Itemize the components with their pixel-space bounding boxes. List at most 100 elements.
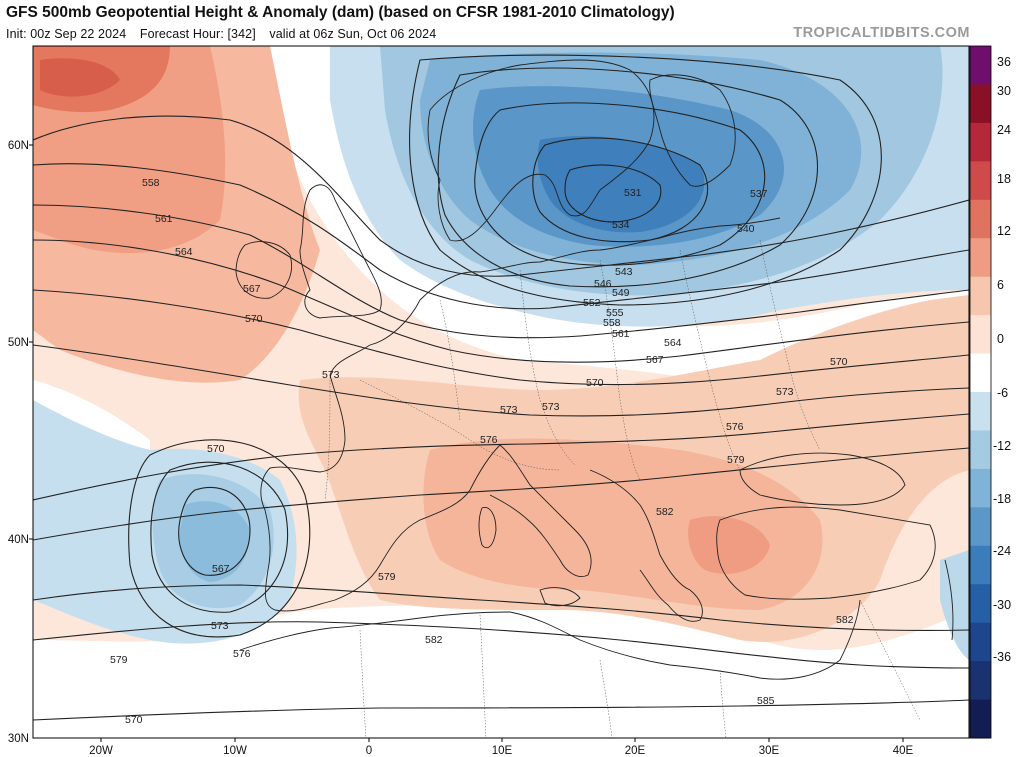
contour-label: 558 xyxy=(603,317,621,329)
longitude-labels: 20W 10W 0 10E 20E 30E 40E xyxy=(89,745,913,757)
map-subtitle: Init: 00z Sep 22 2024 Forecast Hour: [34… xyxy=(6,27,446,41)
contour-label: 573 xyxy=(211,620,229,632)
contour-label: 534 xyxy=(612,219,630,231)
contour-label-group: 558 561 564 567 570 573 576 579 582 585 … xyxy=(110,177,854,726)
contour-label: 555 xyxy=(606,307,624,319)
cold-anomaly-scandinavia-core xyxy=(537,136,705,233)
colorbar-swatch xyxy=(970,199,991,239)
contour-label: 585 xyxy=(757,695,775,707)
colorbar-swatch xyxy=(970,584,991,624)
contour-label: 579 xyxy=(110,654,128,666)
contour-label: 561 xyxy=(155,213,173,225)
contour-label: 576 xyxy=(480,434,498,446)
contour-label: 570 xyxy=(830,356,848,368)
contour-label: 582 xyxy=(836,614,854,626)
colorbar-swatch xyxy=(970,545,991,585)
forecast-hour: Forecast Hour: [342] xyxy=(139,27,256,41)
contour-label: 573 xyxy=(322,369,340,381)
colorbar-label: 18 xyxy=(997,172,1011,186)
contour-label: 546 xyxy=(594,278,612,290)
colorbar-frame xyxy=(969,45,992,739)
map-title: GFS 500mb Geopotential Height & Anomaly … xyxy=(6,4,675,21)
colorbar-swatch xyxy=(970,622,991,662)
colorbar-label: 30 xyxy=(997,84,1011,98)
colorbar-label: -36 xyxy=(993,650,1011,664)
latitude-labels: 60N 50N 40N 30N xyxy=(8,140,29,745)
colorbar-swatch xyxy=(970,699,991,739)
contour-label: 570 xyxy=(125,714,143,726)
colorbar-swatch xyxy=(970,84,991,124)
contour-label: 573 xyxy=(542,401,560,413)
colorbar-swatch xyxy=(970,161,991,201)
contour-label: 573 xyxy=(500,404,518,416)
contour-label: 567 xyxy=(243,283,261,295)
colorbar-label: -12 xyxy=(993,439,1011,453)
colorbar: 36 30 24 18 12 6 0 -6 -12 -18 -24 -30 -3… xyxy=(969,45,1011,739)
longitude-ticks xyxy=(100,738,904,742)
colorbar-swatch xyxy=(970,507,991,547)
init-time: Init: 00z Sep 22 2024 xyxy=(6,27,127,41)
contour-label: 576 xyxy=(233,648,251,660)
lat-label-40n: 40N xyxy=(8,534,29,546)
lon-label-20w: 20W xyxy=(89,745,113,757)
lon-label-10w: 10W xyxy=(223,745,247,757)
warm-anomaly-aegean xyxy=(688,516,770,574)
colorbar-swatch xyxy=(970,276,991,316)
colorbar-swatch xyxy=(970,661,991,701)
lon-label-30e: 30E xyxy=(759,745,780,757)
lon-label-40e: 40E xyxy=(893,745,914,757)
coastlines xyxy=(235,59,954,680)
contour-label: 570 xyxy=(207,443,225,455)
colorbar-label: 12 xyxy=(997,224,1011,238)
contour-label: 567 xyxy=(212,563,230,575)
contour-label: 558 xyxy=(142,177,160,189)
colorbar-label: -18 xyxy=(993,492,1011,506)
contour-label: 567 xyxy=(646,354,664,366)
colorbar-label: 24 xyxy=(997,123,1011,137)
colorbar-label: -24 xyxy=(993,544,1011,558)
map-frame xyxy=(32,45,970,739)
contour-label: 564 xyxy=(664,337,682,349)
valid-time: valid at 06z Sun, Oct 06 2024 xyxy=(269,27,437,41)
contour-label: 570 xyxy=(245,313,263,325)
colorbar-swatch xyxy=(970,315,991,355)
contour-label: 576 xyxy=(726,421,744,433)
contour-label: 549 xyxy=(612,287,630,299)
lat-label-50n: 50N xyxy=(8,337,29,349)
contour-label: 582 xyxy=(425,634,443,646)
brand-watermark: TROPICALTIDBITS.COM xyxy=(793,25,970,41)
contour-label: 579 xyxy=(378,571,396,583)
colorbar-label: 36 xyxy=(997,55,1011,69)
contour-label: 573 xyxy=(776,386,794,398)
latitude-ticks xyxy=(29,144,33,540)
colorbar-label: 0 xyxy=(997,332,1004,346)
colorbar-swatch xyxy=(970,430,991,470)
contour-label: 540 xyxy=(737,223,755,235)
colorbar-swatch xyxy=(970,392,991,431)
country-borders xyxy=(324,239,921,738)
colorbar-swatch xyxy=(970,353,991,393)
colorbar-swatch xyxy=(970,238,991,278)
colorbar-labels: 36 30 24 18 12 6 0 -6 -12 -18 -24 -30 -3… xyxy=(993,55,1011,664)
colorbar-label: -6 xyxy=(997,386,1008,400)
warm-anomaly-max xyxy=(40,58,120,97)
colorbar-swatch xyxy=(970,122,991,162)
header: GFS 500mb Geopotential Height & Anomaly … xyxy=(0,0,1024,46)
contour-label: 552 xyxy=(583,297,601,309)
contour-label: 543 xyxy=(615,266,633,278)
lon-label-10e: 10E xyxy=(492,745,513,757)
colorbar-swatch xyxy=(970,468,991,508)
cold-anomaly-iberia-center xyxy=(179,501,250,582)
contour-label: 537 xyxy=(750,188,768,200)
contour-label: 561 xyxy=(612,328,630,340)
colorbar-swatch xyxy=(970,46,991,85)
map-plot-area xyxy=(33,46,969,738)
height-contours xyxy=(33,54,969,721)
contour-label: 531 xyxy=(624,187,642,199)
contour-label: 579 xyxy=(727,454,745,466)
lon-label-0: 0 xyxy=(366,745,372,757)
contour-label: 564 xyxy=(175,246,193,258)
contour-label: 582 xyxy=(656,506,674,518)
cold-anomaly-east xyxy=(940,550,969,660)
